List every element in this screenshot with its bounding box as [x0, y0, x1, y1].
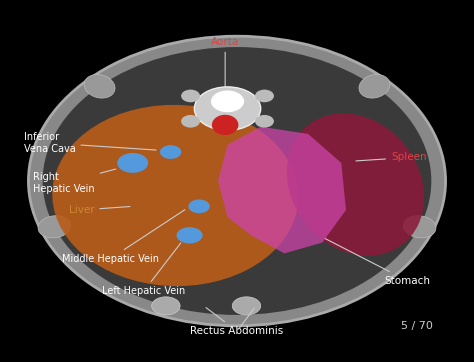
Ellipse shape	[359, 75, 390, 98]
Ellipse shape	[160, 145, 181, 159]
Text: Liver: Liver	[69, 205, 130, 215]
Text: 5 / 70: 5 / 70	[401, 321, 433, 331]
Ellipse shape	[43, 47, 431, 315]
Ellipse shape	[403, 216, 436, 238]
Ellipse shape	[181, 90, 200, 102]
Polygon shape	[218, 127, 346, 253]
Ellipse shape	[181, 115, 200, 128]
Text: Rectus Abdominis: Rectus Abdominis	[191, 308, 283, 336]
Ellipse shape	[287, 113, 424, 256]
Text: Stomach: Stomach	[325, 239, 430, 286]
Ellipse shape	[194, 87, 261, 130]
Ellipse shape	[152, 297, 180, 315]
Ellipse shape	[211, 90, 244, 112]
Ellipse shape	[255, 115, 274, 128]
Text: Aorta: Aorta	[211, 37, 239, 111]
Ellipse shape	[255, 90, 274, 102]
Text: Left Hepatic Vein: Left Hepatic Vein	[102, 243, 185, 296]
Text: Spleen: Spleen	[356, 152, 427, 163]
Ellipse shape	[176, 227, 203, 244]
Ellipse shape	[117, 153, 148, 173]
Ellipse shape	[84, 75, 115, 98]
Circle shape	[212, 115, 238, 135]
Ellipse shape	[38, 216, 71, 238]
Ellipse shape	[188, 199, 210, 213]
Text: Right
Hepatic Vein: Right Hepatic Vein	[33, 169, 116, 194]
Ellipse shape	[28, 36, 446, 326]
Text: Inferior
Vena Cava: Inferior Vena Cava	[24, 132, 156, 154]
Ellipse shape	[52, 105, 299, 286]
Text: Middle Hepatic Vein: Middle Hepatic Vein	[62, 210, 185, 264]
Ellipse shape	[232, 297, 261, 315]
